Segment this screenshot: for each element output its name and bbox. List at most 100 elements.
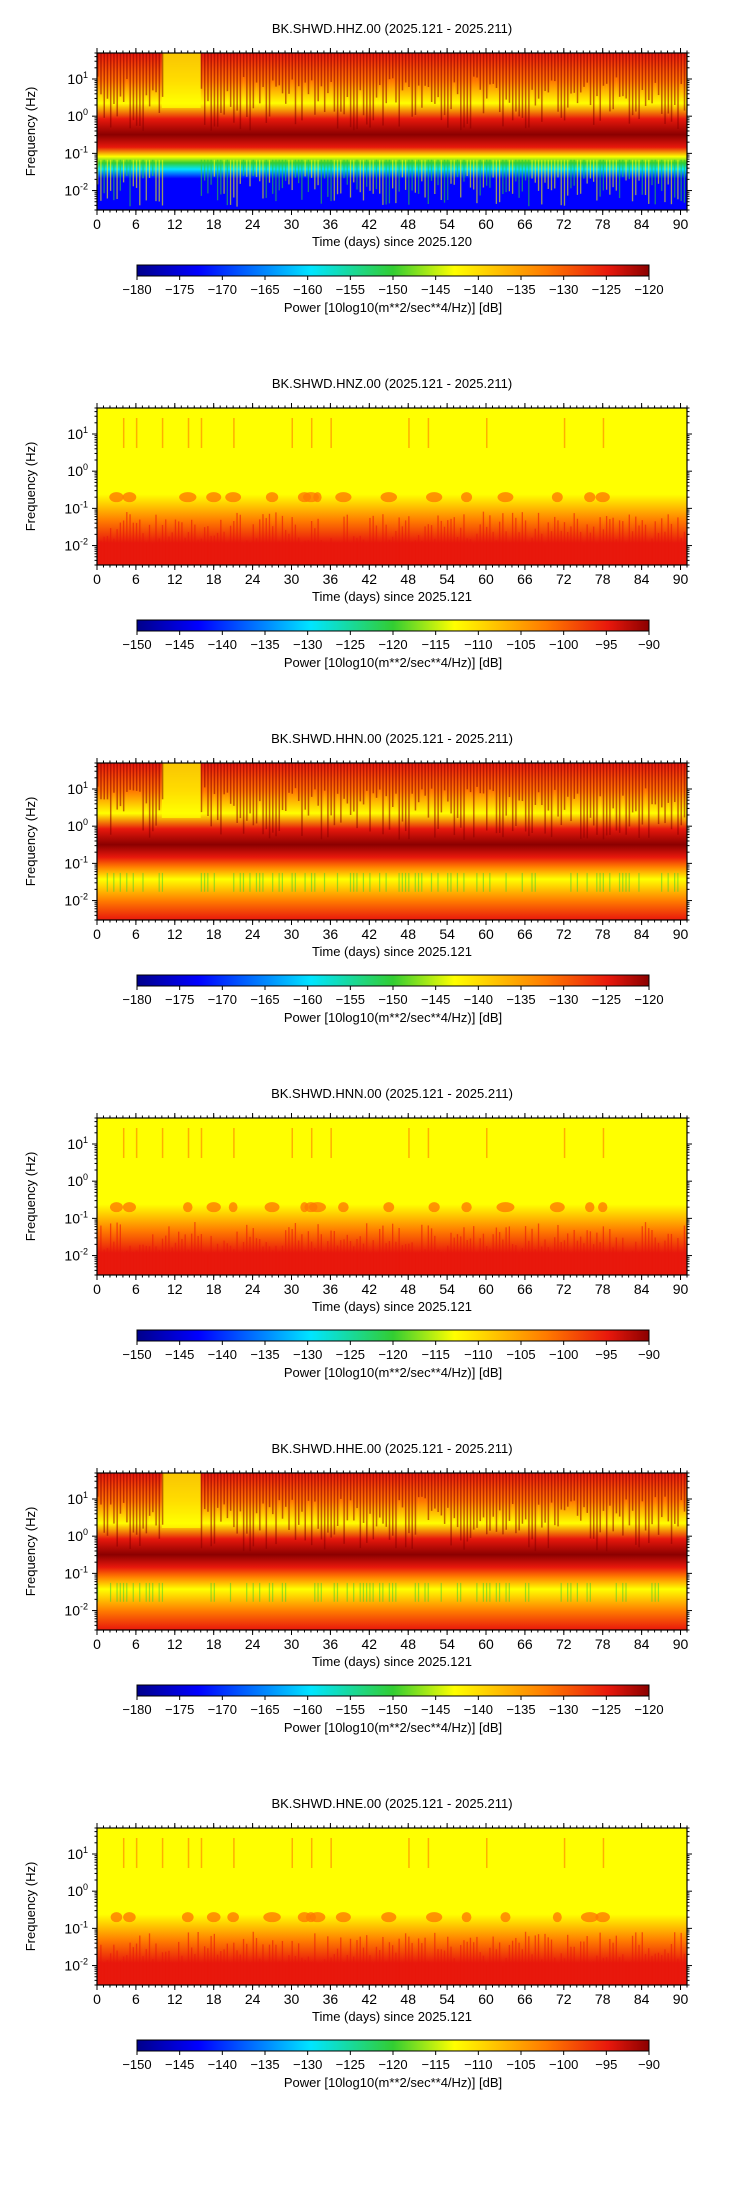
colorbar-tick-label: −120: [634, 1702, 663, 1717]
x-tick-label: 36: [323, 571, 339, 587]
x-tick-label: 66: [517, 571, 533, 587]
colorbar-tick-label: −170: [208, 992, 237, 1007]
panel-title: BK.SHWD.HHZ.00 (2025.121 - 2025.211): [272, 21, 512, 36]
colorbar-tick-label: −135: [506, 992, 535, 1007]
x-axis-label: Time (days) since 2025.121: [312, 2009, 472, 2024]
x-tick-label: 30: [284, 1991, 300, 2007]
x-tick-label: 24: [245, 1281, 261, 1297]
colorbar-tick-label: −120: [634, 282, 663, 297]
colorbar-tick-label: −130: [549, 992, 578, 1007]
colorbar-tick-label: −160: [293, 1702, 322, 1717]
colorbar-tick-label: −140: [464, 992, 493, 1007]
x-tick-label: 54: [439, 571, 455, 587]
panel-title: BK.SHWD.HNZ.00 (2025.121 - 2025.211): [272, 376, 512, 391]
colorbar-tick-label: −155: [336, 992, 365, 1007]
x-tick-label: 24: [245, 1636, 261, 1652]
colorbar-tick-label: −165: [250, 282, 279, 297]
colorbar-tick-label: −130: [549, 282, 578, 297]
y-tick-label: 10-2: [64, 1602, 88, 1619]
x-tick-label: 72: [556, 571, 572, 587]
x-tick-label: 48: [400, 571, 416, 587]
colorbar-tick-label: −175: [165, 282, 194, 297]
y-tick-label: 10-2: [64, 1247, 88, 1264]
x-tick-label: 66: [517, 1636, 533, 1652]
colorbar-tick-label: −125: [592, 992, 621, 1007]
panel-title: BK.SHWD.HNN.00 (2025.121 - 2025.211): [271, 1086, 513, 1101]
colorbar-tick-label: −110: [464, 637, 492, 652]
colorbar-tick-label: −110: [464, 1347, 492, 1362]
colorbar-tick-label: −145: [421, 282, 450, 297]
colorbar-tick-label: −140: [464, 1702, 493, 1717]
x-tick-label: 78: [595, 1281, 611, 1297]
x-tick-label: 48: [400, 1281, 416, 1297]
x-tick-label: 36: [323, 216, 339, 232]
x-tick-label: 0: [93, 216, 101, 232]
x-tick-label: 6: [132, 1991, 140, 2007]
spectrogram-image: [97, 408, 687, 565]
colorbar-tick-label: −170: [208, 1702, 237, 1717]
colorbar-tick-label: −145: [421, 1702, 450, 1717]
x-tick-label: 54: [439, 216, 455, 232]
x-tick-label: 12: [167, 926, 183, 942]
x-tick-label: 12: [167, 1991, 183, 2007]
x-tick-label: 78: [595, 926, 611, 942]
x-axis-label: Time (days) since 2025.121: [312, 944, 472, 959]
colorbar-tick-label: −125: [336, 2057, 365, 2072]
colorbar-label: Power [10log10(m**2/sec**4/Hz)] [dB]: [284, 1010, 502, 1025]
colorbar-tick-label: −150: [378, 992, 407, 1007]
x-tick-label: 84: [634, 1281, 650, 1297]
colorbar-tick-label: −135: [250, 637, 279, 652]
spectrogram-panel-1: BK.SHWD.HHZ.00 (2025.121 - 2025.211) 0 6 12…: [23, 21, 692, 315]
colorbar-tick-label: −140: [208, 1347, 237, 1362]
colorbar-tick-label: −150: [378, 282, 407, 297]
x-tick-label: 36: [323, 1636, 339, 1652]
colorbar-tick-label: −90: [638, 2057, 660, 2072]
x-tick-label: 48: [400, 1991, 416, 2007]
y-tick-label: 10-1: [64, 1919, 88, 1936]
spectrogram-panel-6: BK.SHWD.HNE.00 (2025.121 - 2025.211) 0 6 12…: [23, 1796, 692, 2090]
colorbar: [136, 619, 650, 632]
panel-title: BK.SHWD.HNE.00 (2025.121 - 2025.211): [271, 1796, 512, 1811]
colorbar-tick-label: −145: [165, 637, 194, 652]
colorbar-tick-label: −175: [165, 1702, 194, 1717]
x-tick-label: 36: [323, 1991, 339, 2007]
colorbar-tick-label: −135: [506, 1702, 535, 1717]
x-tick-label: 48: [400, 926, 416, 942]
colorbar-tick-label: −160: [293, 282, 322, 297]
x-axis-label: Time (days) since 2025.121: [312, 1299, 472, 1314]
x-tick-label: 90: [673, 1636, 689, 1652]
plot-frame: [96, 1827, 688, 1986]
colorbar-label: Power [10log10(m**2/sec**4/Hz)] [dB]: [284, 1365, 502, 1380]
colorbar-tick-label: −140: [208, 637, 237, 652]
colorbar-tick-label: −125: [592, 282, 621, 297]
x-tick-label: 60: [478, 1281, 494, 1297]
spectrogram-panel-2: BK.SHWD.HNZ.00 (2025.121 - 2025.211) 0 6 12…: [23, 376, 692, 670]
colorbar-tick-label: −145: [165, 2057, 194, 2072]
spectrogram-image: [97, 1828, 687, 1985]
x-tick-label: 84: [634, 571, 650, 587]
colorbar-tick-label: −95: [595, 1347, 617, 1362]
colorbar-tick-label: −95: [595, 2057, 617, 2072]
x-tick-label: 6: [132, 926, 140, 942]
spectrogram-image: [97, 1473, 687, 1630]
x-tick-label: 0: [93, 571, 101, 587]
y-tick-label: 10-1: [64, 854, 88, 871]
colorbar-tick-label: −115: [422, 2057, 450, 2072]
colorbar-tick-label: −130: [549, 1702, 578, 1717]
y-tick-label: 100: [67, 107, 88, 124]
x-tick-label: 60: [478, 1636, 494, 1652]
x-tick-label: 60: [478, 1991, 494, 2007]
x-tick-label: 36: [323, 926, 339, 942]
spectrogram-panel-3: BK.SHWD.HHN.00 (2025.121 - 2025.211) 0 6 12…: [23, 731, 692, 1025]
x-tick-label: 42: [362, 571, 378, 587]
x-tick-label: 78: [595, 571, 611, 587]
spectrogram-panel-5: BK.SHWD.HHE.00 (2025.121 - 2025.211) 0 6 12…: [23, 1441, 692, 1735]
y-tick-label: 10-1: [64, 144, 88, 161]
y-axis-label: Frequency (Hz): [23, 87, 38, 177]
x-tick-label: 84: [634, 1991, 650, 2007]
plot-frame: [96, 407, 688, 566]
colorbar-tick-label: −95: [595, 637, 617, 652]
y-axis-label: Frequency (Hz): [23, 1862, 38, 1952]
y-tick-label: 10-2: [64, 537, 88, 554]
